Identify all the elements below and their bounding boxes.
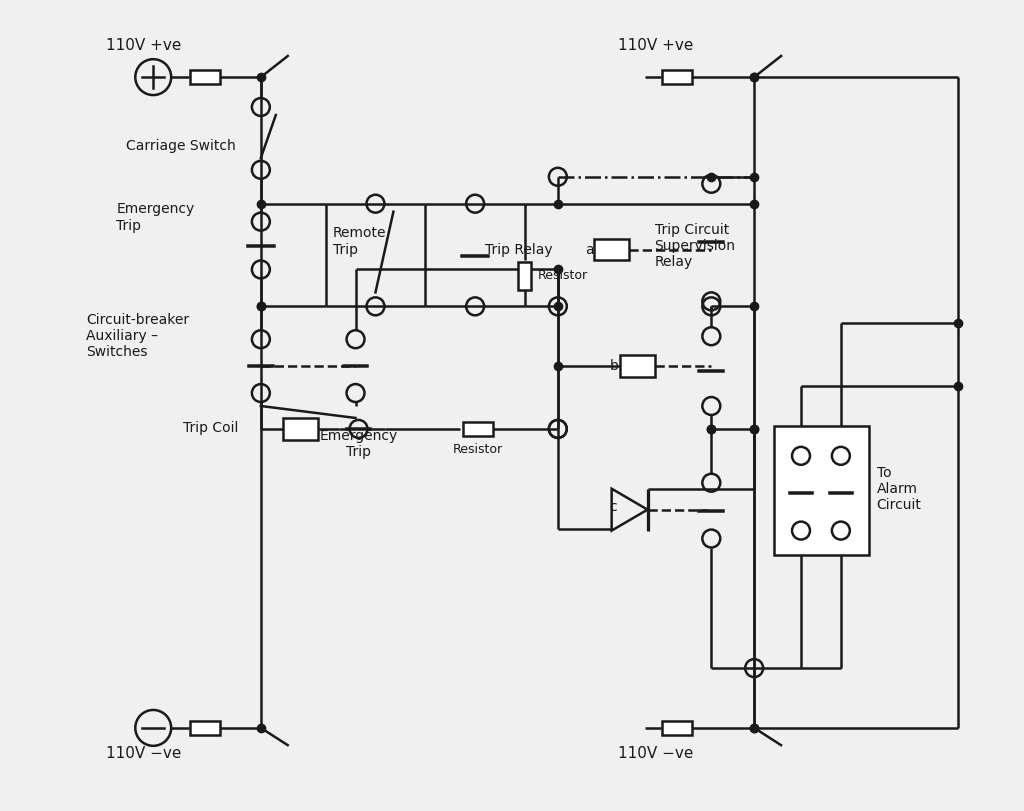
Text: Trip Circuit
Supervision
Relay: Trip Circuit Supervision Relay — [654, 223, 735, 269]
Text: 110V −ve: 110V −ve — [106, 746, 182, 761]
Bar — [663, 721, 692, 735]
Bar — [190, 721, 220, 735]
Text: Carriage Switch: Carriage Switch — [126, 139, 237, 153]
Bar — [463, 422, 494, 436]
Text: 110V +ve: 110V +ve — [106, 38, 182, 54]
Text: a: a — [585, 242, 593, 256]
Bar — [621, 355, 655, 377]
Text: 110V −ve: 110V −ve — [617, 746, 693, 761]
Bar — [774, 426, 868, 556]
Text: c: c — [609, 500, 617, 513]
Bar — [518, 263, 531, 290]
Bar — [190, 71, 220, 84]
Text: To
Alarm
Circuit: To Alarm Circuit — [877, 466, 922, 512]
Bar — [663, 71, 692, 84]
Text: Resistor: Resistor — [453, 443, 503, 456]
Text: 110V +ve: 110V +ve — [617, 38, 693, 54]
Text: Emergency
Trip: Emergency Trip — [319, 429, 397, 459]
Text: Emergency
Trip: Emergency Trip — [117, 203, 195, 233]
Text: Remote
Trip: Remote Trip — [333, 226, 386, 256]
Text: Circuit-breaker
Auxiliary –
Switches: Circuit-breaker Auxiliary – Switches — [86, 313, 189, 359]
Text: Trip Relay: Trip Relay — [485, 242, 553, 256]
Text: b: b — [609, 359, 618, 373]
Text: Trip Coil: Trip Coil — [183, 421, 239, 435]
Text: Resistor: Resistor — [538, 269, 588, 282]
Bar — [594, 238, 629, 260]
Bar — [284, 418, 318, 440]
